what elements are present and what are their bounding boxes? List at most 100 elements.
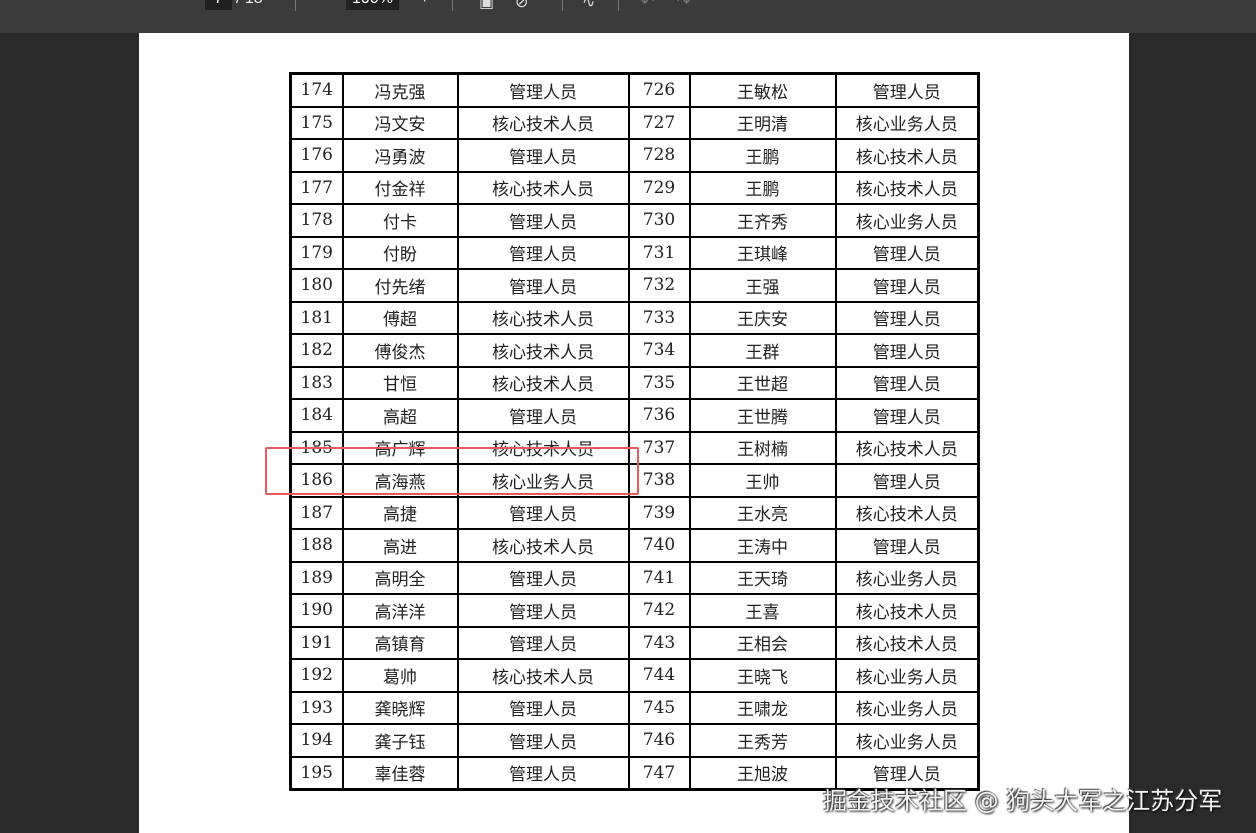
- name-cell: 王涛中: [688, 528, 837, 563]
- index-cell: 740: [627, 528, 691, 563]
- name-cell: 冯克强: [341, 72, 459, 108]
- name-cell: 葛帅: [341, 658, 459, 693]
- role-cell: 管理人员: [456, 235, 630, 270]
- role-cell: 核心技术人员: [456, 658, 630, 693]
- table-row: 191 高镇育 管理人员 743 王相会 核心技术人员: [289, 625, 980, 660]
- index-cell: 733: [627, 300, 691, 335]
- role-cell: 管理人员: [834, 333, 980, 368]
- zoom-input[interactable]: 100%: [346, 0, 399, 10]
- role-cell: 管理人员: [834, 365, 980, 400]
- table-row: 179 付盼 管理人员 731 王琪峰 管理人员: [289, 235, 980, 270]
- name-cell: 王旭波: [688, 755, 837, 791]
- watermark: 掘金技术社区 @ 狗头大军之江苏分军: [823, 787, 1223, 815]
- name-cell: 高洋洋: [341, 593, 459, 628]
- name-cell: 高捷: [341, 495, 459, 530]
- index-cell: 187: [289, 495, 344, 530]
- role-cell: 核心技术人员: [456, 528, 630, 563]
- role-cell: 管理人员: [834, 72, 980, 108]
- name-cell: 王相会: [688, 625, 837, 660]
- role-cell: 管理人员: [456, 593, 630, 628]
- table-row: 192 葛帅 核心技术人员 744 王晓飞 核心业务人员: [289, 658, 980, 693]
- name-cell: 王琪峰: [688, 235, 837, 270]
- role-cell: 核心业务人员: [834, 105, 980, 140]
- role-cell: 核心业务人员: [834, 723, 980, 758]
- name-cell: 王强: [688, 268, 837, 303]
- index-cell: 746: [627, 723, 691, 758]
- index-cell: 180: [289, 268, 344, 303]
- draw-icon[interactable]: ∿: [582, 0, 596, 11]
- name-cell: 王庆安: [688, 300, 837, 335]
- index-cell: 747: [627, 755, 691, 791]
- index-cell: 742: [627, 593, 691, 628]
- role-cell: 核心业务人员: [834, 203, 980, 238]
- zoom-in-button[interactable]: +: [420, 0, 429, 8]
- name-cell: 王晓飞: [688, 658, 837, 693]
- role-cell: 核心技术人员: [456, 333, 630, 368]
- role-cell: 管理人员: [456, 690, 630, 725]
- index-cell: 178: [289, 203, 344, 238]
- index-cell: 191: [289, 625, 344, 660]
- name-cell: 王帅: [688, 463, 837, 498]
- table-row: 182 傅俊杰 核心技术人员 734 王群 管理人员: [289, 333, 980, 368]
- name-cell: 高明全: [341, 560, 459, 595]
- name-cell: 王喜: [688, 593, 837, 628]
- role-cell: 核心技术人员: [834, 430, 980, 465]
- role-cell: 核心业务人员: [456, 463, 630, 498]
- name-cell: 王天琦: [688, 560, 837, 595]
- redo-icon[interactable]: ↷: [677, 0, 691, 11]
- table-row: 187 高捷 管理人员 739 王水亮 核心技术人员: [289, 495, 980, 530]
- role-cell: 核心技术人员: [834, 170, 980, 205]
- name-cell: 辜佳蓉: [341, 755, 459, 791]
- index-cell: 183: [289, 365, 344, 400]
- role-cell: 管理人员: [456, 72, 630, 108]
- name-cell: 王秀芳: [688, 723, 837, 758]
- table-row: 190 高洋洋 管理人员 742 王喜 核心技术人员: [289, 593, 980, 628]
- name-cell: 龚子钰: [341, 723, 459, 758]
- role-cell: 管理人员: [834, 528, 980, 563]
- role-cell: 管理人员: [456, 755, 630, 791]
- role-cell: 核心业务人员: [834, 560, 980, 595]
- role-cell: 核心业务人员: [834, 690, 980, 725]
- name-cell: 龚晓辉: [341, 690, 459, 725]
- table-row: 180 付先绪 管理人员 732 王强 管理人员: [289, 268, 980, 303]
- sign-icon[interactable]: ⊘: [515, 0, 529, 11]
- name-cell: 高镇育: [341, 625, 459, 660]
- role-cell: 核心技术人员: [834, 593, 980, 628]
- divider: [452, 0, 453, 11]
- index-cell: 186: [289, 463, 344, 498]
- page-number-input[interactable]: 7: [205, 0, 232, 10]
- index-cell: 189: [289, 560, 344, 595]
- index-cell: 731: [627, 235, 691, 270]
- name-cell: 付先绪: [341, 268, 459, 303]
- index-cell: 179: [289, 235, 344, 270]
- role-cell: 管理人员: [456, 138, 630, 173]
- role-cell: 管理人员: [456, 560, 630, 595]
- name-cell: 王齐秀: [688, 203, 837, 238]
- role-cell: 管理人员: [456, 398, 630, 433]
- name-cell: 高海燕: [341, 463, 459, 498]
- name-cell: 王鹏: [688, 138, 837, 173]
- role-cell: 管理人员: [456, 268, 630, 303]
- role-cell: 核心技术人员: [834, 625, 980, 660]
- save-icon[interactable]: ▣: [479, 0, 495, 11]
- role-cell: 管理人员: [834, 235, 980, 270]
- index-cell: 741: [627, 560, 691, 595]
- table-row: 183 甘恒 核心技术人员 735 王世超 管理人员: [289, 365, 980, 400]
- index-cell: 735: [627, 365, 691, 400]
- name-cell: 王世超: [688, 365, 837, 400]
- undo-icon[interactable]: ↶: [641, 0, 655, 11]
- table-row: 177 付金祥 核心技术人员 729 王鹏 核心技术人员: [289, 170, 980, 205]
- table-row: 174 冯克强 管理人员 726 王敏松 管理人员: [289, 72, 980, 108]
- table-row: 175 冯文安 核心技术人员 727 王明清 核心业务人员: [289, 105, 980, 140]
- index-cell: 176: [289, 138, 344, 173]
- index-cell: 727: [627, 105, 691, 140]
- pdf-toolbar: 7 / 18 100% + ▣ ⊘ ∿ ↶ ↷: [0, 0, 1256, 33]
- table-row: 195 辜佳蓉 管理人员 747 王旭波 管理人员: [289, 755, 980, 791]
- name-cell: 王啸龙: [688, 690, 837, 725]
- role-cell: 核心业务人员: [834, 658, 980, 693]
- index-cell: 743: [627, 625, 691, 660]
- name-cell: 付金祥: [341, 170, 459, 205]
- index-cell: 192: [289, 658, 344, 693]
- highlight-box: [265, 447, 639, 495]
- index-cell: 194: [289, 723, 344, 758]
